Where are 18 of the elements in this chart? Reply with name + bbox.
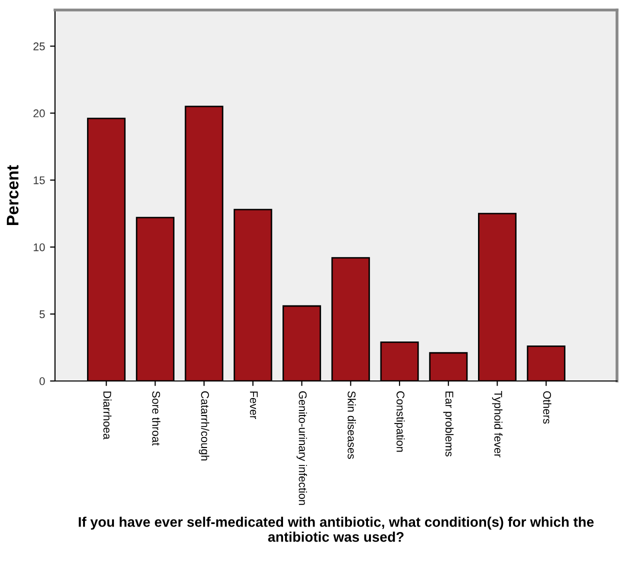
y-axis-title: Percent <box>6 165 19 225</box>
y-tick-label: 0 <box>40 377 45 386</box>
y-tick-label: 5 <box>40 310 45 318</box>
x-tick-label: Ear problems <box>443 392 454 456</box>
x-tick-label: Diarrhoea <box>103 392 112 440</box>
y-tick-label: 10 <box>34 243 45 252</box>
x-axis-title: If you have ever self-medicated with antibiotic, what condition(s) for which the antibiotic was used? <box>78 516 594 542</box>
x-tick-label: Others <box>543 391 552 424</box>
x-tick-label: Sore throat <box>152 391 160 446</box>
x-tick-label: Constipation <box>394 391 405 452</box>
x-tick-label: Catarrh/cough <box>198 391 210 460</box>
y-tick-label: 25 <box>33 42 45 50</box>
y-tick-label: 15 <box>34 176 45 184</box>
x-tick-label: Skin diseases <box>348 391 356 459</box>
x-tick-label: Genito-urinary infection <box>296 391 307 505</box>
x-tick-label: Fever <box>250 392 258 419</box>
x-tick-label: Typhoid fever <box>492 390 502 458</box>
y-tick-label: 20 <box>33 109 45 118</box>
